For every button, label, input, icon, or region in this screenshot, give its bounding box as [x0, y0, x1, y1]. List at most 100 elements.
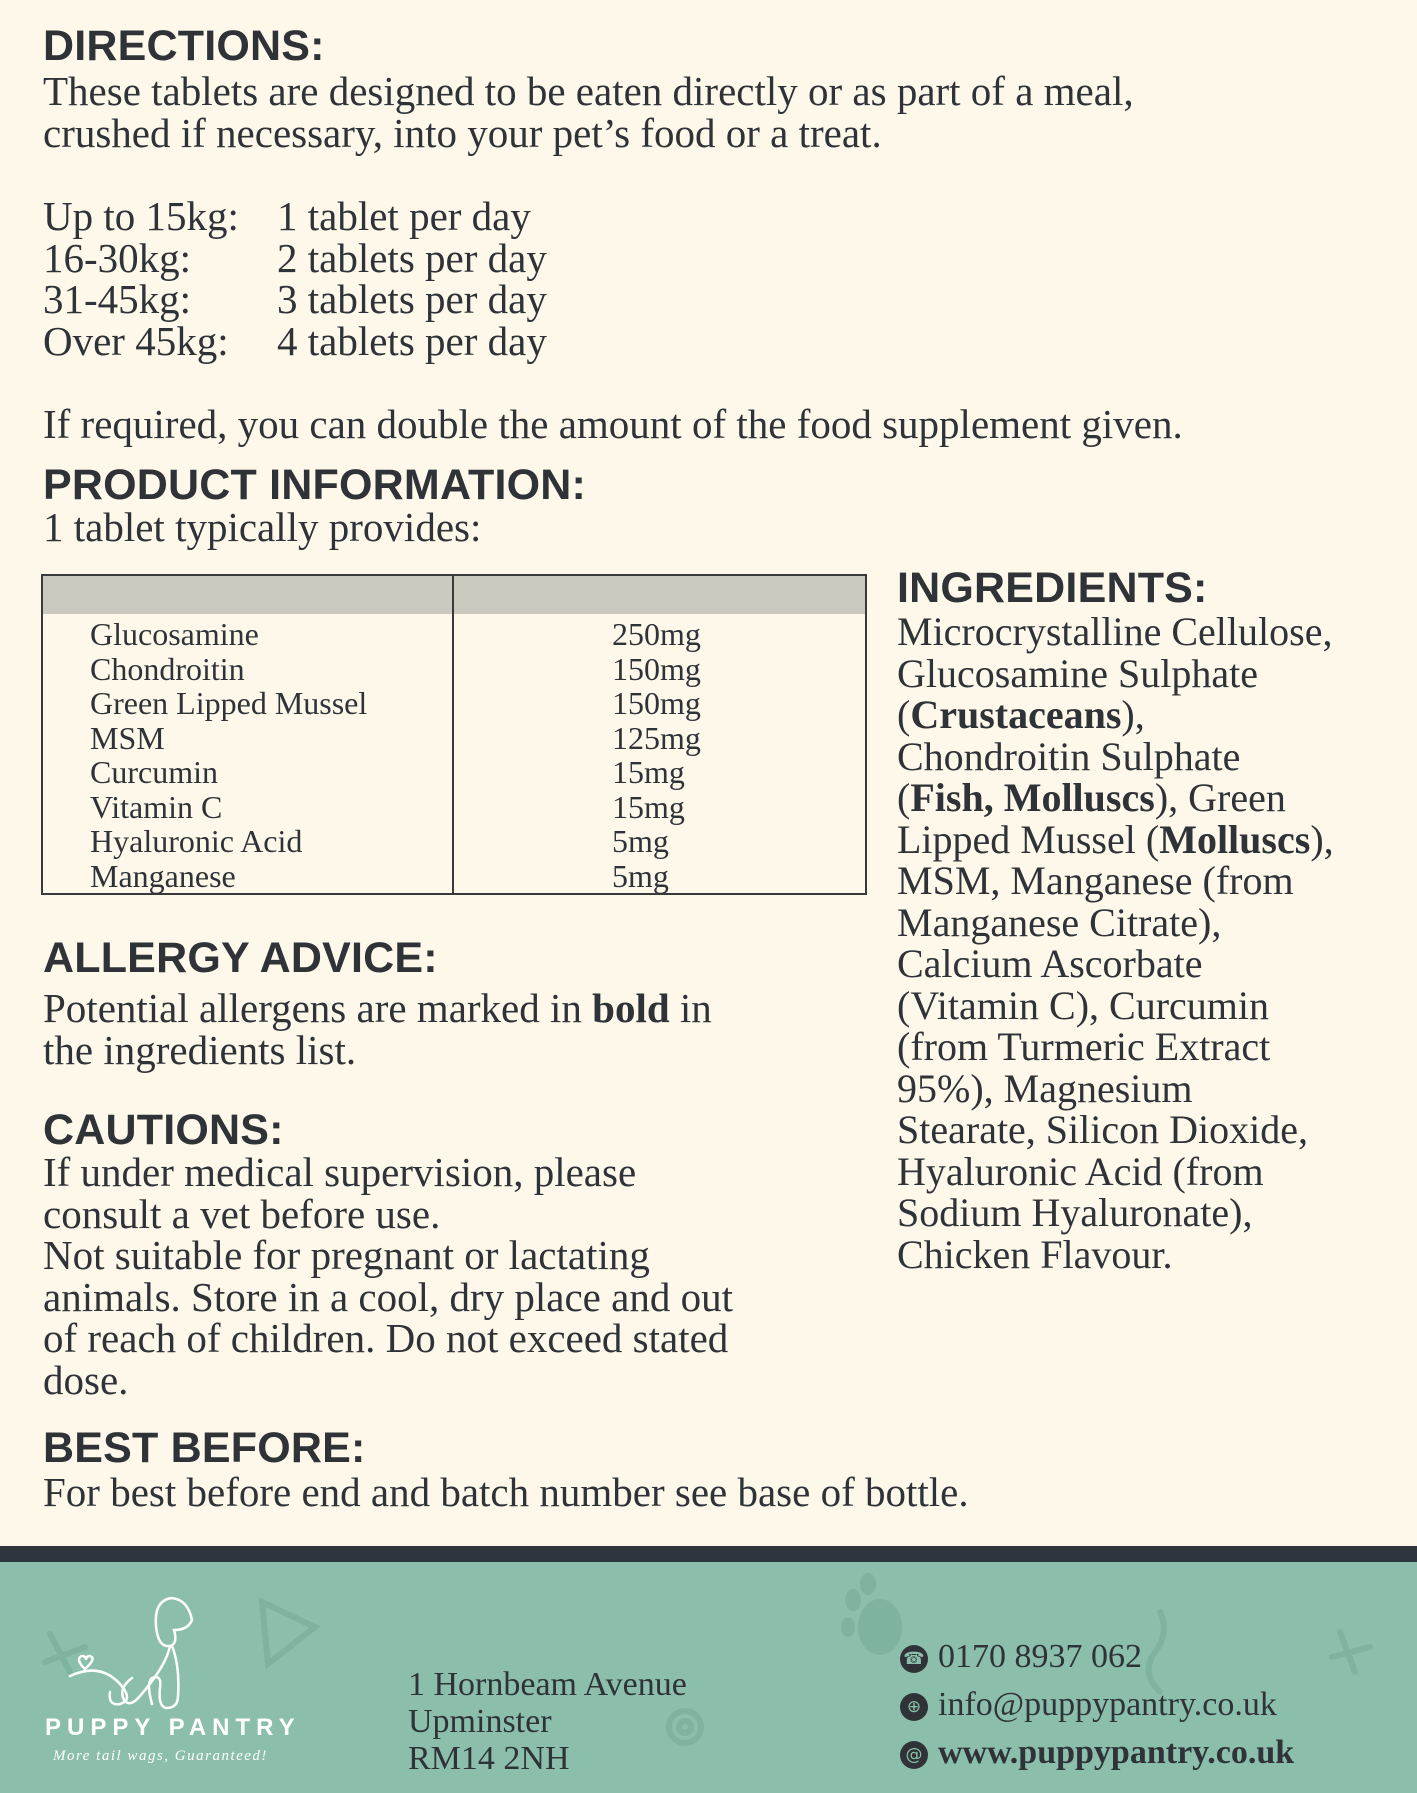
text-segment: ), Green: [1154, 775, 1286, 820]
text-segment: Stearate, Silicon Dioxide,: [897, 1107, 1309, 1152]
ingredients-line: (Vitamin C), Curcumin: [897, 982, 1334, 1028]
ingredients-line: Sodium Hyaluronate),: [897, 1192, 1334, 1234]
text-segment: in: [669, 985, 712, 1031]
nutrient-amount: 150mg: [612, 685, 701, 721]
allergy-heading: ALLERGY ADVICE:: [43, 934, 438, 982]
text-segment: Microcrystalline Cellulose,: [897, 609, 1333, 654]
text-segment: Calcium Ascorbate: [897, 941, 1203, 986]
text-segment: Chondroitin Sulphate: [897, 733, 1241, 779]
dosage-weight: Over 45kg:: [43, 317, 229, 364]
directions-line: crushed if necessary, into your pet’s fo…: [43, 109, 882, 156]
allergy-line: Potential allergens are marked in bold i…: [43, 985, 712, 1031]
ingredients-line: Hyaluronic Acid (from: [897, 1148, 1334, 1194]
nutrient-amount: 150mg: [612, 650, 701, 687]
ingredients-line: Manganese Citrate),: [897, 901, 1334, 944]
best-before-heading: BEST BEFORE:: [43, 1424, 366, 1472]
nutrient-amount: 5mg: [612, 857, 669, 894]
dosage-amount: 2 tablets per day: [277, 234, 547, 281]
contact-phone[interactable]: ☎ 0170 8937 062: [900, 1638, 1294, 1686]
dosage-row: 31-45kg: 3 tablets per day: [43, 276, 547, 322]
text-segment: Lipped Mussel (: [897, 816, 1160, 862]
text-segment: (: [897, 692, 911, 737]
address: 1 Hornbeam Avenue Upminster RM14 2NH: [408, 1666, 687, 1777]
directions-note: If required, you can double the amount o…: [43, 401, 1183, 447]
ingredients-line: Lipped Mussel (Molluscs),: [897, 816, 1334, 862]
nutrient-amount: 250mg: [612, 616, 701, 652]
ingredients-line: (Crustaceans),: [897, 694, 1334, 736]
nutrient-amount: 15mg: [612, 754, 685, 790]
nutrient-name: Curcumin: [90, 754, 218, 790]
table-column-divider: [452, 576, 454, 893]
text-segment: (Vitamin C), Curcumin: [897, 982, 1269, 1028]
allergen-text: Crustaceans: [910, 692, 1122, 737]
ingredients-line: Chondroitin Sulphate: [897, 733, 1334, 779]
directions-text: These tablets are designed to be eaten d…: [43, 68, 1134, 156]
table-header-band: [43, 576, 865, 614]
text-segment: Glucosamine Sulphate: [897, 650, 1259, 696]
ingredients-line: Glucosamine Sulphate: [897, 650, 1334, 696]
brand-name: PUPPY PANTRY: [45, 1714, 301, 1741]
text-segment: ),: [1310, 816, 1334, 862]
ingredients-line: 95%), Magnesium: [897, 1065, 1334, 1111]
footer: PUPPY PANTRY More tail wags, Guaranteed!…: [0, 1562, 1417, 1793]
text-segment: Sodium Hyaluronate),: [897, 1190, 1253, 1235]
nutrient-amount: 125mg: [612, 719, 701, 756]
product-info-subheading: 1 tablet typically provides:: [43, 504, 482, 550]
background-pattern: [42, 1573, 1373, 1746]
dosage-amount: 3 tablets per day: [277, 276, 547, 322]
dosage-table: Up to 15kg: 1 tablet per day 16-30kg: 2 ta…: [43, 193, 547, 364]
brand-tagline: More tail wags, Guaranteed!: [53, 1748, 268, 1764]
allergy-text: Potential allergens are marked in bold i…: [43, 985, 712, 1072]
ingredients-line: Calcium Ascorbate: [897, 943, 1334, 985]
dosage-row: Up to 15kg: 1 tablet per day: [43, 193, 547, 239]
cautions-line: consult a vet before use.: [43, 1190, 441, 1237]
product-info-heading: PRODUCT INFORMATION:: [43, 461, 587, 509]
dosage-weight: 16-30kg:: [43, 234, 192, 281]
nutrient-table: Glucosamine 250mg Chondroitin 150mg Green Li…: [41, 574, 867, 895]
puppy-logo-icon: [68, 1596, 194, 1710]
table-row: Chondroitin 150mg: [43, 650, 865, 687]
ingredients-line: Stearate, Silicon Dioxide,: [897, 1109, 1334, 1151]
dosage-weight: 31-45kg:: [43, 276, 192, 322]
table-row: Glucosamine 250mg: [43, 617, 865, 652]
text-segment: (: [897, 775, 911, 820]
directions-line: These tablets are designed to be eaten d…: [43, 68, 1134, 114]
website-link[interactable]: www.puppypantry.co.uk: [938, 1734, 1295, 1771]
dosage-amount: 1 tablet per day: [277, 193, 531, 239]
table-body: Glucosamine 250mg Chondroitin 150mg Green Li…: [43, 617, 865, 893]
contact-website[interactable]: @ www.puppypantry.co.uk: [900, 1734, 1294, 1782]
contact-email[interactable]: ⊕ info@puppypantry.co.uk: [900, 1686, 1294, 1734]
text-segment: (from Turmeric Extract: [897, 1024, 1271, 1069]
nutrient-amount: 5mg: [612, 823, 669, 859]
cautions-line: Not suitable for pregnant or lactating: [43, 1232, 650, 1278]
nutrient-name: MSM: [90, 719, 165, 756]
table-row: Hyaluronic Acid 5mg: [43, 824, 865, 859]
nutrient-name: Vitamin C: [90, 788, 223, 825]
address-line: RM14 2NH: [408, 1740, 570, 1777]
best-before-text: For best before end and batch number see…: [43, 1469, 969, 1515]
cautions-line: animals. Store in a cool, dry place and …: [43, 1273, 733, 1320]
text-segment: ),: [1121, 692, 1145, 737]
phone-icon: ☎: [900, 1645, 928, 1674]
ingredients-heading: INGREDIENTS:: [897, 564, 1208, 612]
address-line: Upminster: [408, 1703, 552, 1740]
ingredients-line: MSM, Manganese (from: [897, 860, 1334, 902]
text-segment: Potential allergens are marked in: [43, 985, 593, 1031]
ingredients-line: (Fish, Molluscs), Green: [897, 777, 1334, 819]
table-row: Vitamin C 15mg: [43, 788, 865, 825]
ingredients-text: Microcrystalline Cellulose, Glucosamine S…: [897, 611, 1334, 1275]
nutrient-amount: 15mg: [612, 788, 685, 825]
table-row: Green Lipped Mussel 150mg: [43, 686, 865, 721]
text-segment: MSM, Manganese (from: [897, 858, 1294, 903]
dosage-row: 16-30kg: 2 tablets per day: [43, 234, 547, 281]
text-segment: 95%), Magnesium: [897, 1065, 1193, 1111]
allergen-text: bold: [592, 985, 670, 1031]
nutrient-name: Green Lipped Mussel: [90, 685, 368, 721]
phone-number[interactable]: 0170 8937 062: [938, 1638, 1142, 1675]
cautions-line: If under medical supervision, please: [43, 1149, 637, 1195]
text-segment: Hyaluronic Acid (from: [897, 1148, 1264, 1194]
footer-divider-bar: [0, 1546, 1417, 1562]
directions-heading: DIRECTIONS:: [43, 22, 325, 70]
email-link[interactable]: info@puppypantry.co.uk: [938, 1686, 1277, 1723]
allergy-line: the ingredients list.: [43, 1029, 712, 1072]
